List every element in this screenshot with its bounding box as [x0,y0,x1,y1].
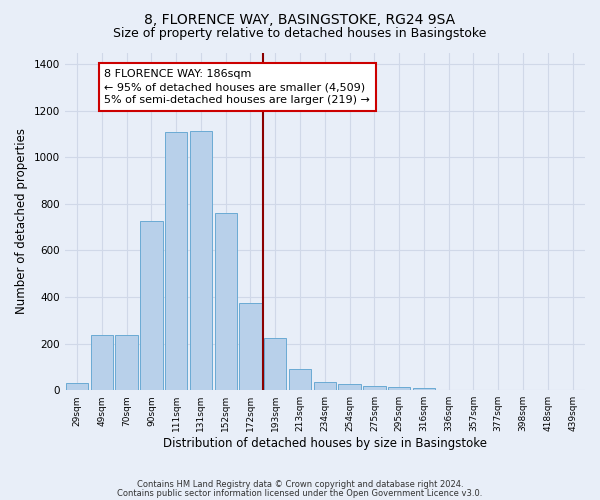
Bar [314,382,336,390]
Bar [66,383,88,390]
Bar [215,213,237,390]
X-axis label: Distribution of detached houses by size in Basingstoke: Distribution of detached houses by size … [163,437,487,450]
Text: 8, FLORENCE WAY, BASINGSTOKE, RG24 9SA: 8, FLORENCE WAY, BASINGSTOKE, RG24 9SA [145,12,455,26]
Bar [239,303,262,390]
Bar [289,369,311,390]
Bar [140,222,163,390]
Bar [338,384,361,390]
Bar [388,386,410,390]
Bar [190,130,212,390]
Bar [264,338,286,390]
Text: Size of property relative to detached houses in Basingstoke: Size of property relative to detached ho… [113,28,487,40]
Text: Contains HM Land Registry data © Crown copyright and database right 2024.: Contains HM Land Registry data © Crown c… [137,480,463,489]
Text: Contains public sector information licensed under the Open Government Licence v3: Contains public sector information licen… [118,489,482,498]
Bar [91,336,113,390]
Y-axis label: Number of detached properties: Number of detached properties [15,128,28,314]
Bar [115,336,138,390]
Text: 8 FLORENCE WAY: 186sqm
← 95% of detached houses are smaller (4,509)
5% of semi-d: 8 FLORENCE WAY: 186sqm ← 95% of detached… [104,69,370,105]
Bar [165,132,187,390]
Bar [413,388,435,390]
Bar [363,386,386,390]
